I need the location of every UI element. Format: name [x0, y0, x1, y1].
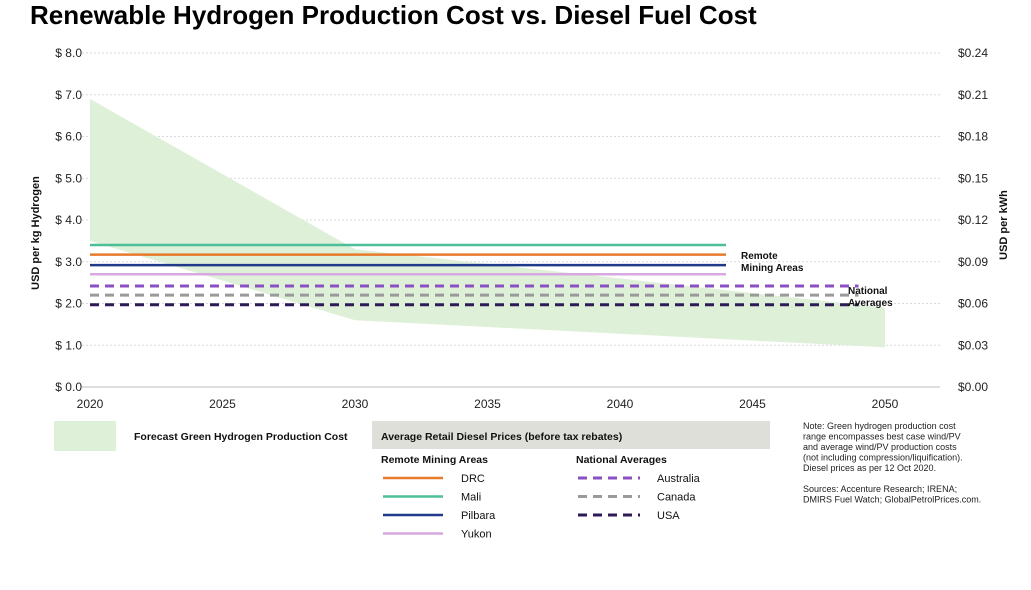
- y-right-tick-label: $0.24: [958, 46, 988, 60]
- x-tick-label: 2050: [872, 397, 899, 411]
- annotation-national-line2: Averages: [848, 298, 893, 309]
- legend-label-australia: Australia: [657, 473, 701, 485]
- y-right-tick-label: $0.18: [958, 130, 988, 144]
- note-line: Note: Green hydrogen production cost: [803, 421, 956, 431]
- x-tick-label: 2020: [77, 397, 104, 411]
- legend-label-drc: DRC: [461, 473, 485, 485]
- annotation-national-line1: National: [848, 286, 888, 297]
- note-line: and average wind/PV production costs: [803, 442, 957, 452]
- y-left-tick-labels: $ 0.0 $ 1.0 $ 2.0 $ 3.0 $ 4.0 $ 5.0 $ 6.0 $ 7.0…: [55, 46, 82, 394]
- note-line: (not including compression/liquification…: [803, 453, 963, 463]
- annotation-national-averages: National Averages: [848, 286, 893, 309]
- y-left-tick-label: $ 1.0: [55, 338, 82, 352]
- annotation-remote-line2: Mining Areas: [741, 263, 804, 274]
- y-left-tick-label: $ 2.0: [55, 297, 82, 311]
- y-right-tick-label: $0.21: [958, 88, 988, 102]
- annotation-remote-mining-areas: Remote Mining Areas: [741, 251, 804, 274]
- y-right-tick-label: $0.03: [958, 338, 988, 352]
- x-tick-label: 2045: [739, 397, 766, 411]
- x-tick-label: 2040: [607, 397, 634, 411]
- legend-items: DRC Mali Pilbara Yukon Australia Canada USA: [383, 473, 701, 541]
- y-right-tick-label: $0.09: [958, 255, 988, 269]
- x-tick-label: 2030: [342, 397, 369, 411]
- y-left-tick-label: $ 4.0: [55, 213, 82, 227]
- chart-title: Renewable Hydrogen Production Cost vs. D…: [30, 0, 757, 30]
- y-right-axis-label: USD per kWh: [998, 190, 1010, 260]
- legend-label-canada: Canada: [657, 492, 696, 504]
- note-line: range encompasses best case wind/PV: [803, 432, 961, 442]
- sources-line: Sources: Accenture Research; IRENA;: [803, 484, 957, 494]
- x-tick-label: 2025: [209, 397, 236, 411]
- legend-label-mali: Mali: [461, 492, 481, 504]
- y-left-tick-label: $ 5.0: [55, 171, 82, 185]
- note-line: Diesel prices as per 12 Oct 2020.: [803, 463, 936, 473]
- legend-forecast-swatch: [54, 421, 116, 451]
- y-left-tick-label: $ 0.0: [55, 380, 82, 394]
- legend-diesel-header-bar: [372, 421, 770, 449]
- y-right-tick-label: $0.06: [958, 297, 988, 311]
- y-right-tick-label: $0.00: [958, 380, 988, 394]
- sources-line: DMIRS Fuel Watch; GlobalPetrolPrices.com…: [803, 495, 981, 505]
- y-right-tick-label: $0.15: [958, 171, 988, 185]
- note-block: Note: Green hydrogen production costrang…: [803, 421, 981, 505]
- legend-national-header: National Averages: [576, 454, 667, 466]
- legend-label-yukon: Yukon: [461, 529, 492, 541]
- y-left-tick-label: $ 7.0: [55, 88, 82, 102]
- y-left-tick-label: $ 6.0: [55, 130, 82, 144]
- legend-label-usa: USA: [657, 510, 680, 522]
- legend-remote-header: Remote Mining Areas: [381, 454, 488, 466]
- legend-label-pilbara: Pilbara: [461, 510, 496, 522]
- y-left-tick-label: $ 3.0: [55, 255, 82, 269]
- x-tick-labels: 2020 2025 2030 2035 2040 2045 2050: [77, 397, 899, 411]
- y-right-tick-labels: $0.00 $0.03 $0.06 $0.09 $0.12 $0.15 $0.18 $0.21…: [958, 46, 988, 394]
- series-lines: [90, 243, 859, 307]
- legend-forecast-label: Forecast Green Hydrogen Production Cost: [134, 431, 348, 443]
- y-left-axis-label: USD per kg Hydrogen: [30, 176, 42, 290]
- x-tick-label: 2035: [474, 397, 501, 411]
- annotation-remote-line1: Remote: [741, 251, 778, 262]
- y-left-tick-label: $ 8.0: [55, 46, 82, 60]
- y-right-tick-label: $0.12: [958, 213, 988, 227]
- legend-diesel-header: Average Retail Diesel Prices (before tax…: [381, 431, 622, 443]
